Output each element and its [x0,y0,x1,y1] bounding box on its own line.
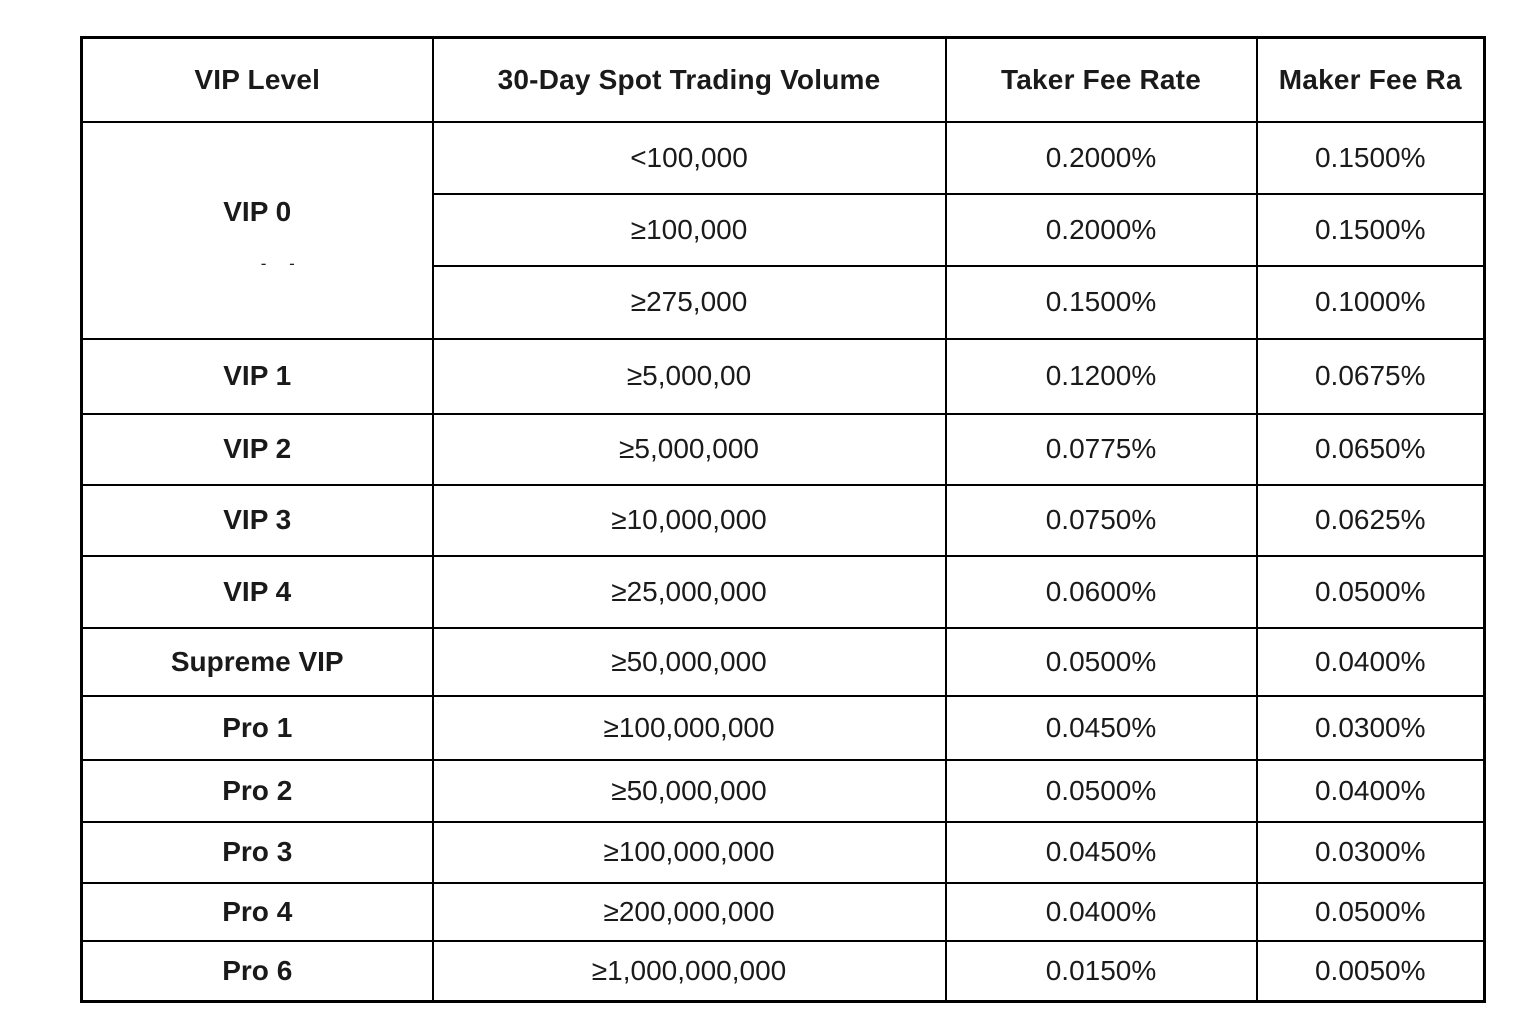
table-row-pro4: Pro 4 ≥200,000,000 0.0400% 0.0500% [80,881,1486,942]
cell-level: Pro 6 [80,939,434,1003]
cell-level: Pro 1 [80,694,434,761]
table-row-vip1: VIP 1 ≥5,000,00 0.1200% 0.0675% [80,337,1486,415]
cell-taker: 0.0150% [944,939,1258,1003]
table-row-pro3: Pro 3 ≥100,000,000 0.0450% 0.0300% [80,820,1486,884]
cell-volume: ≥5,000,000 [431,412,947,486]
cell-taker: 0.1200% [944,337,1258,415]
vip-fee-table: VIP Level 30-Day Spot Trading Volume Tak… [80,36,1486,1003]
table-row-vip4: VIP 4 ≥25,000,000 0.0600% 0.0500% [80,554,1486,629]
cell-maker: 0.1500% [1255,192,1486,267]
cell-volume: ≥25,000,000 [431,554,947,629]
cell-volume: ≥1,000,000,000 [431,939,947,1003]
table-row-supreme-vip: Supreme VIP ≥50,000,000 0.0500% 0.0400% [80,626,1486,697]
cell-level: Pro 4 [80,881,434,942]
cell-maker: 0.1500% [1255,120,1486,195]
cell-taker: 0.0500% [944,626,1258,697]
header-trading-volume: 30-Day Spot Trading Volume [431,36,947,123]
cell-maker: 0.0050% [1255,939,1486,1003]
header-maker-fee: Maker Fee Ra [1255,36,1486,123]
cell-maker: 0.1000% [1255,264,1486,340]
table-row-pro1: Pro 1 ≥100,000,000 0.0450% 0.0300% [80,694,1486,761]
cell-maker: 0.0400% [1255,758,1486,823]
cell-volume: ≥10,000,000 [431,483,947,557]
cell-volume: ≥100,000,000 [431,694,947,761]
cell-maker: 0.0500% [1255,881,1486,942]
cell-volume: ≥50,000,000 [431,758,947,823]
cell-level: VIP 3 [80,483,434,557]
cell-level: Pro 3 [80,820,434,884]
cell-level: Supreme VIP [80,626,434,697]
cell-level: VIP 1 [80,337,434,415]
cell-level: Pro 2 [80,758,434,823]
cell-taker: 0.0775% [944,412,1258,486]
header-vip-level: VIP Level [80,36,434,123]
cell-maker: 0.0500% [1255,554,1486,629]
table-row-pro6: Pro 6 ≥1,000,000,000 0.0150% 0.0050% [80,939,1486,1003]
cell-volume: ≥50,000,000 [431,626,947,697]
cell-taker: 0.1500% [944,264,1258,340]
cell-taker: 0.2000% [944,192,1258,267]
cell-taker: 0.0500% [944,758,1258,823]
table-row-vip0-tier1: VIP 0 - - <100,000 0.2000% 0.1500% [80,120,1486,340]
cell-taker: 0.0400% [944,881,1258,942]
cell-maker: 0.0300% [1255,820,1486,884]
cell-maker: 0.0675% [1255,337,1486,415]
table-row-pro2: Pro 2 ≥50,000,000 0.0500% 0.0400% [80,758,1486,823]
cell-taker: 0.0600% [944,554,1258,629]
table-row-vip0-tier3: ≥275,000 0.1500% 0.1000% [82,264,1486,340]
vip0-note: - - [260,254,304,273]
header-row: VIP Level 30-Day Spot Trading Volume Tak… [80,36,1486,123]
cell-volume: ≥100,000,000 [431,820,947,884]
cell-taker: 0.2000% [944,120,1258,195]
cell-level: VIP 4 [80,554,434,629]
cell-maker: 0.0650% [1255,412,1486,486]
cell-volume: ≥5,000,00 [431,337,947,415]
cell-volume: ≥200,000,000 [431,881,947,942]
cell-level: VIP 2 [80,412,434,486]
cell-taker: 0.0750% [944,483,1258,557]
cell-volume: ≥100,000 [431,192,947,267]
cell-volume: ≥275,000 [431,264,947,340]
table-row-vip3: VIP 3 ≥10,000,000 0.0750% 0.0625% [80,483,1486,557]
table-row-vip0-tier2: ≥100,000 0.2000% 0.1500% [82,192,1486,267]
table-row-vip2: VIP 2 ≥5,000,000 0.0775% 0.0650% [80,412,1486,486]
cell-maker: 0.0400% [1255,626,1486,697]
cell-level-vip0: VIP 0 - - [80,120,434,340]
header-taker-fee: Taker Fee Rate [944,36,1258,123]
cell-maker: 0.0625% [1255,483,1486,557]
vip0-label: VIP 0 [223,196,292,227]
cell-taker: 0.0450% [944,694,1258,761]
cell-volume: <100,000 [431,120,947,195]
cell-taker: 0.0450% [944,820,1258,884]
cell-maker: 0.0300% [1255,694,1486,761]
